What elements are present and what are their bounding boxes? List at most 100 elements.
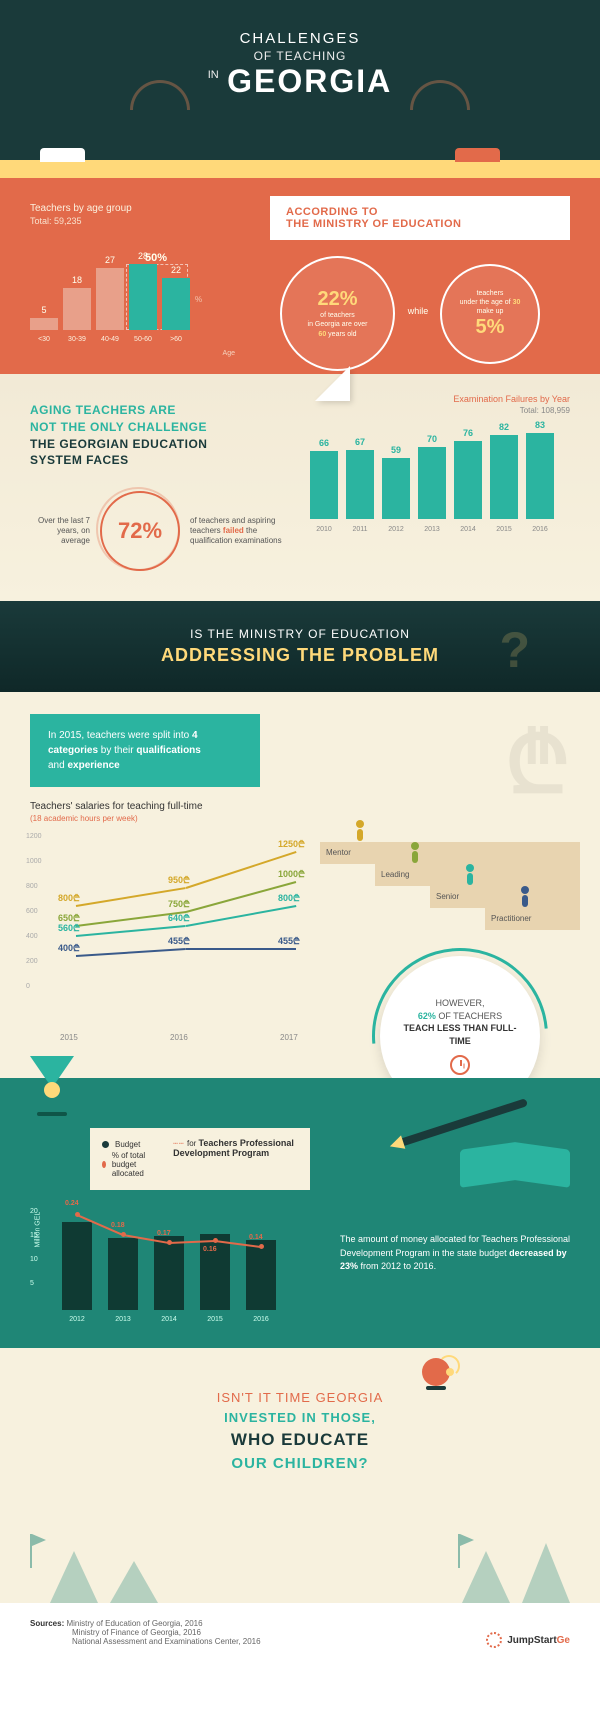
legend-budget: Budget bbox=[115, 1140, 140, 1149]
lens-right: teachers under the age of 30 make up 5% bbox=[440, 264, 540, 364]
ministry-line2: THE MINISTRY OF EDUCATION bbox=[286, 218, 554, 230]
fail-bar: 592012 bbox=[382, 458, 410, 519]
fail-bar: 762014 bbox=[454, 441, 482, 519]
x-tick: 2015 bbox=[60, 1033, 78, 1042]
sources: Sources: Ministry of Education of Georgi… bbox=[0, 1603, 600, 1670]
age-bar-chart: 50% % 5<301830-392740-492850-6022>60 Age bbox=[30, 234, 220, 344]
step-label: Senior bbox=[430, 886, 580, 908]
y-tick: 600 bbox=[26, 908, 38, 915]
budget-legend: Budget % of total budget allocated ┄┄ fo… bbox=[90, 1128, 310, 1190]
salary-value: 400₾ bbox=[58, 941, 80, 954]
final-line4: OUR CHILDREN? bbox=[30, 1453, 570, 1476]
percent-label: 0.14 bbox=[249, 1234, 263, 1241]
clock-icon bbox=[450, 1055, 470, 1075]
lens1-text: of teachers in Georgia are over 60 years… bbox=[282, 311, 393, 338]
question-line2: ADDRESSING THE PROBLEM bbox=[26, 645, 574, 666]
yellow-band bbox=[0, 160, 600, 178]
section-final: ISN'T IT TIME GEORGIA INVESTED IN THOSE,… bbox=[0, 1348, 600, 1603]
salary-value: 455₾ bbox=[278, 934, 300, 947]
ministry-callout: ACCORDING TO THE MINISTRY OF EDUCATION bbox=[270, 196, 570, 240]
fail-bar: 702013 bbox=[418, 447, 446, 519]
legend-dot-black bbox=[102, 1141, 109, 1148]
salary-line bbox=[76, 948, 186, 957]
final-line1: ISN'T IT TIME GEORGIA bbox=[30, 1388, 570, 1408]
forest-decoration bbox=[0, 1533, 600, 1603]
fail-chart-title: Examination Failures by Year bbox=[310, 394, 570, 404]
final-line2: INVESTED IN THOSE, bbox=[30, 1408, 570, 1428]
ministry-line1: ACCORDING TO bbox=[286, 206, 554, 218]
age-bar: 2850-60 bbox=[129, 264, 157, 330]
y-tick: 1000 bbox=[26, 858, 42, 865]
logo-mark-icon bbox=[486, 1632, 502, 1648]
fail-left-text: Over the last 7 years, on average bbox=[30, 516, 90, 547]
y-tick: 0 bbox=[26, 983, 30, 990]
salary-value: 750₾ bbox=[168, 897, 190, 910]
budget-bar-chart: Million GEL 201510520120.2420130.1820140… bbox=[50, 1204, 310, 1324]
question-line1: IS THE MINISTRY OF EDUCATION bbox=[26, 627, 574, 641]
fail-chart-total: Total: 108,959 bbox=[310, 406, 570, 415]
percent-label: 0.24 bbox=[65, 1200, 79, 1207]
salary-value: 1000₾ bbox=[278, 867, 305, 880]
person-icon bbox=[355, 820, 365, 841]
budget-bar: 2014 bbox=[154, 1236, 184, 1310]
salary-value: 560₾ bbox=[58, 921, 80, 934]
x-axis-label: Age bbox=[223, 350, 235, 357]
lens-left: 22% of teachers in Georgia are over 60 y… bbox=[280, 256, 395, 371]
budget-y-tick: 10 bbox=[30, 1256, 38, 1263]
y-tick: 1200 bbox=[26, 833, 42, 840]
budget-bar: 2013 bbox=[108, 1238, 138, 1310]
final-line3: WHO EDUCATE bbox=[30, 1427, 570, 1453]
lens2-text: teachers under the age of 30 make up bbox=[442, 289, 538, 316]
title-in: IN bbox=[208, 69, 219, 81]
percent-label: 0.18 bbox=[111, 1222, 125, 1229]
section-question: ? IS THE MINISTRY OF EDUCATION ADDRESSIN… bbox=[0, 601, 600, 692]
fail-bar: 832016 bbox=[526, 433, 554, 519]
lens1-percent: 22% bbox=[282, 288, 393, 311]
person-icon bbox=[520, 886, 530, 907]
source-item: Ministry of Finance of Georgia, 2016 bbox=[72, 1628, 201, 1637]
book-icon bbox=[460, 1140, 570, 1188]
budget-y-tick: 15 bbox=[30, 1232, 38, 1239]
section-budget: Budget % of total budget allocated ┄┄ fo… bbox=[0, 1078, 600, 1348]
person-icon bbox=[410, 842, 420, 863]
legend-dot-red bbox=[102, 1161, 106, 1168]
budget-y-tick: 20 bbox=[30, 1208, 38, 1215]
source-item: National Assessment and Examinations Cen… bbox=[72, 1637, 261, 1646]
salary-line-chart: 120010008006004002000201520162017800₾950… bbox=[30, 833, 320, 1028]
fulltime-text: HOWEVER, 62% OF TEACHERS TEACH LESS THAN… bbox=[380, 997, 540, 1047]
x-tick: 2017 bbox=[280, 1033, 298, 1042]
fail-bar: 822015 bbox=[490, 435, 518, 519]
budget-y-label: Million GEL bbox=[35, 1212, 42, 1248]
fail-chart-container: Examination Failures by Year Total: 108,… bbox=[310, 394, 570, 533]
budget-bar: 2016 bbox=[246, 1240, 276, 1310]
age-bar: 2740-49 bbox=[96, 268, 124, 330]
percent-label: 0.17 bbox=[157, 1230, 171, 1237]
y-tick: 400 bbox=[26, 933, 38, 940]
section-failures: AGING TEACHERS ARE NOT THE ONLY CHALLENG… bbox=[0, 374, 600, 601]
y-tick: 200 bbox=[26, 958, 38, 965]
step-label: Practitioner bbox=[485, 908, 580, 930]
step-label: Leading bbox=[375, 864, 580, 886]
age-bar: 5<30 bbox=[30, 318, 58, 330]
salary-line bbox=[186, 948, 296, 950]
title-georgia: GEORGIA bbox=[227, 63, 392, 100]
x-tick: 2016 bbox=[170, 1033, 188, 1042]
lari-watermark: ₾ bbox=[505, 702, 570, 817]
y-axis-label: % bbox=[195, 295, 202, 304]
source-item: Ministry of Education of Georgia, 2016 bbox=[66, 1619, 202, 1628]
age-bar: 1830-39 bbox=[63, 288, 91, 330]
salary-chart-title: Teachers' salaries for teaching full-tim… bbox=[30, 801, 570, 812]
glasses-bridge: while bbox=[397, 306, 439, 316]
pen-icon bbox=[402, 1098, 528, 1146]
age-bar: 22>60 bbox=[162, 278, 190, 330]
budget-y-tick: 5 bbox=[30, 1280, 34, 1287]
title-line1: CHALLENGES bbox=[0, 30, 600, 47]
header: CHALLENGES OF TEACHING IN GEORGIA bbox=[0, 0, 600, 160]
legend-dash: ┄┄ bbox=[173, 1139, 185, 1148]
question-mark-icon: ? bbox=[499, 621, 530, 679]
section-salary: ₾ In 2015, teachers were split into 4 ca… bbox=[0, 692, 600, 1078]
fail-percent-circle: 72% bbox=[100, 491, 180, 571]
fail-bar: 662010 bbox=[310, 451, 338, 519]
title-line2: OF TEACHING bbox=[0, 49, 600, 63]
lamp-icon bbox=[30, 1056, 74, 1116]
